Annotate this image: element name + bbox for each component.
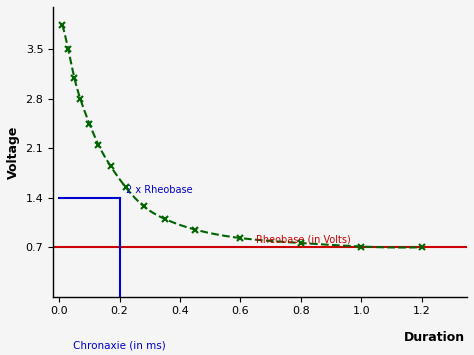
Y-axis label: Voltage: Voltage	[7, 125, 20, 179]
X-axis label: Duration: Duration	[403, 332, 465, 344]
Text: Chronaxie (in ms): Chronaxie (in ms)	[73, 340, 166, 350]
Text: Rheobase (in Volts): Rheobase (in Volts)	[255, 234, 350, 245]
Text: 2 x Rheobase: 2 x Rheobase	[126, 185, 192, 195]
